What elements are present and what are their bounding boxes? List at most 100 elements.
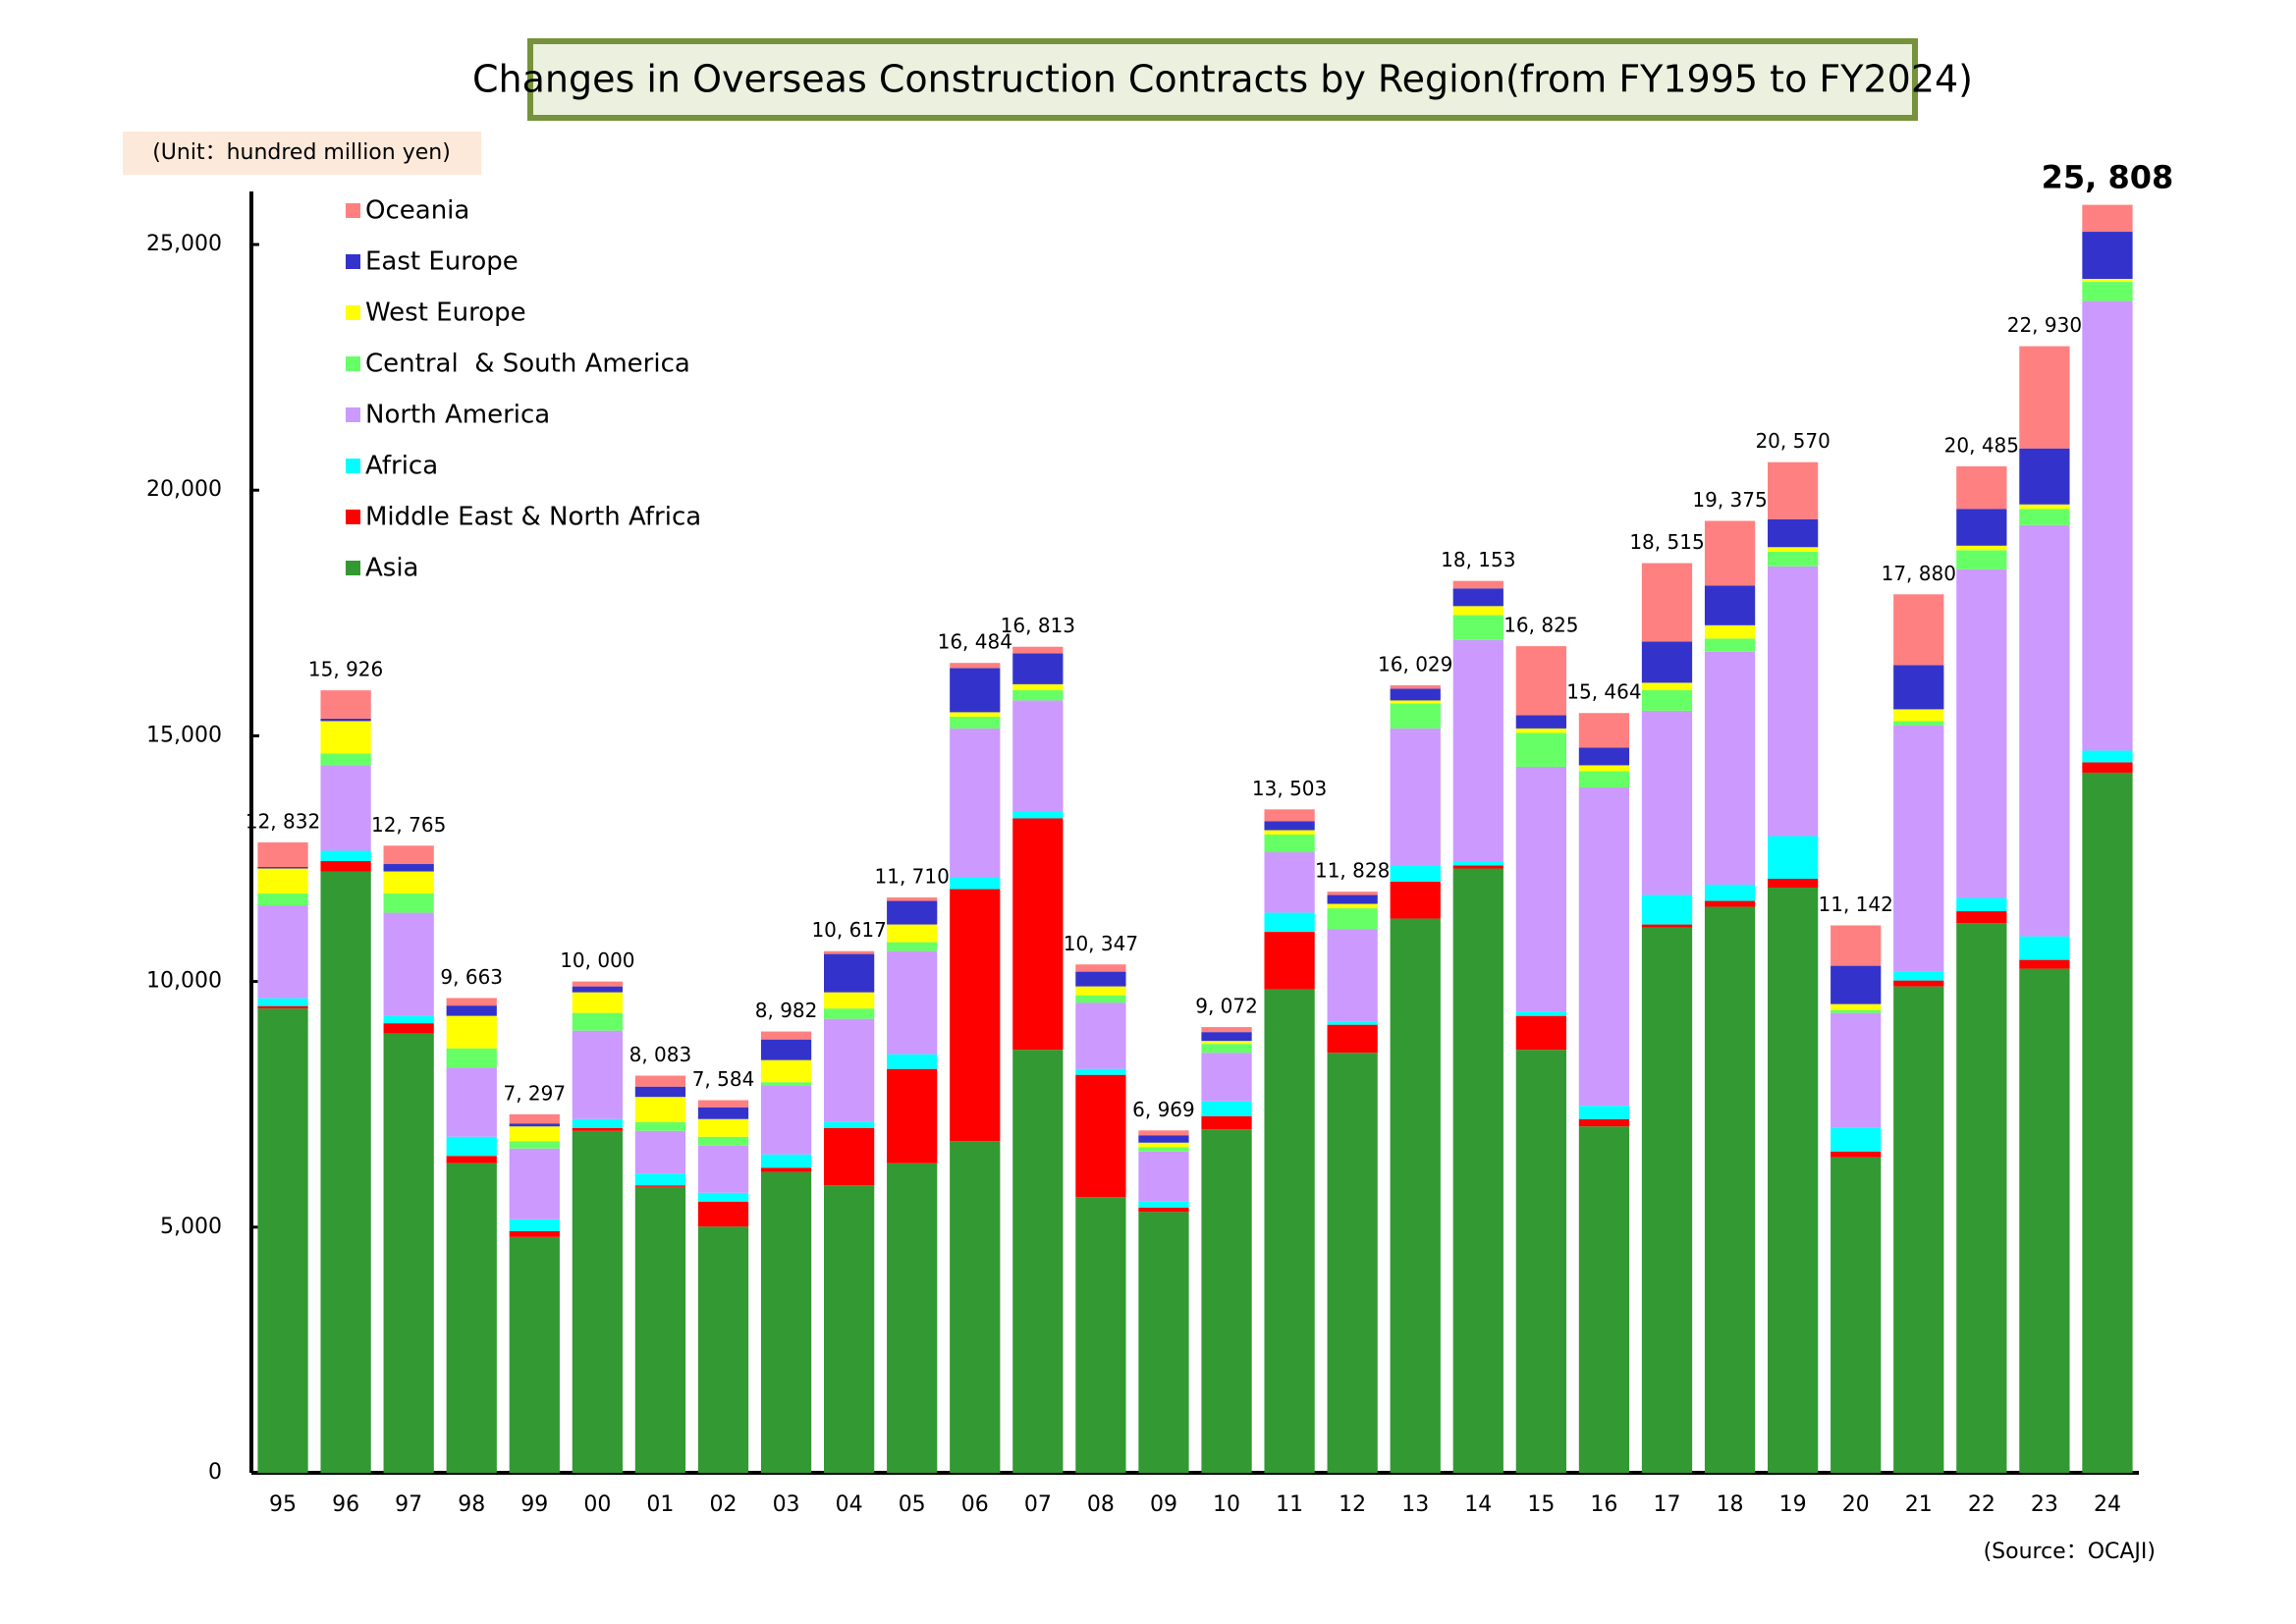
total-label: 9, 663 [440, 965, 503, 989]
bar-segment [1390, 728, 1441, 866]
total-label: 16, 825 [1503, 614, 1578, 637]
bar-segment [1831, 1127, 1882, 1152]
bar-segment [446, 1067, 497, 1137]
x-tick-label: 22 [1968, 1492, 1995, 1517]
bar-segment [1327, 929, 1378, 1022]
legend-swatch [346, 561, 360, 575]
bar-segment [1390, 918, 1441, 1473]
bar-segment [1578, 765, 1630, 772]
bar-segment [634, 1086, 686, 1098]
total-label: 15, 464 [1566, 680, 1641, 704]
bar-segment [383, 893, 434, 913]
bar-segment [887, 924, 938, 943]
bar-segment [446, 1048, 497, 1068]
bar-segment [1138, 1201, 1189, 1208]
bar-segment [1515, 1015, 1566, 1051]
x-tick-label: 21 [1905, 1492, 1933, 1517]
bar-segment [257, 841, 308, 868]
bar-segment [2082, 750, 2133, 763]
bar-segment [1956, 465, 2007, 510]
bar-segment [1327, 892, 1378, 895]
bar-segment [1831, 1009, 1882, 1013]
bar-segment [257, 867, 308, 869]
bar-segment [572, 1130, 623, 1473]
bar-segment [824, 1127, 875, 1186]
x-tick-label: 08 [1087, 1492, 1115, 1517]
bar-segment [824, 953, 875, 993]
bar-segment [1893, 986, 1944, 1473]
bar-segment [887, 1163, 938, 1473]
bar-segment [1264, 835, 1315, 853]
total-label: 16, 029 [1378, 652, 1452, 676]
bar-segment [509, 1141, 560, 1149]
bar-segment [1452, 865, 1503, 869]
legend-label: West Europe [365, 298, 526, 328]
x-tick-label: 96 [332, 1492, 359, 1517]
bar-segment [1704, 638, 1756, 652]
bar-segment [1012, 689, 1064, 701]
bar-segment [887, 950, 938, 1055]
bar-segment [257, 893, 308, 906]
bar-segment [1641, 682, 1693, 690]
bar-segment [1704, 885, 1756, 901]
bar-segment [1768, 547, 1819, 552]
bar-segment [1327, 1021, 1378, 1025]
bar-segment [824, 1121, 875, 1128]
x-tick-label: 07 [1024, 1492, 1052, 1517]
bar-segment [1956, 568, 2007, 898]
bar-segment [950, 1141, 1001, 1473]
bar-segment [1893, 721, 1944, 726]
bar-segment [824, 1185, 875, 1473]
bar-segment [760, 1082, 812, 1086]
bar-segment [1578, 1126, 1630, 1473]
legend-label: Asia [365, 554, 419, 583]
x-tick-label: 95 [269, 1492, 297, 1517]
bar-segment [950, 889, 1001, 1142]
bar-segment [1641, 563, 1693, 642]
x-tick-label: 12 [1339, 1492, 1366, 1517]
bar-segment [697, 1100, 749, 1108]
x-tick-label: 99 [520, 1492, 548, 1517]
bar-segment [1075, 986, 1126, 996]
total-label: 12, 832 [246, 809, 320, 833]
bar-segment [1452, 861, 1503, 866]
bar-segment [1201, 1032, 1252, 1042]
bar-segment [760, 1085, 812, 1155]
bar-segment [824, 950, 875, 954]
bar-segment [1452, 606, 1503, 616]
bar-segment [1831, 965, 1882, 1004]
bar-segment [1768, 518, 1819, 548]
bar-segment [1327, 908, 1378, 930]
total-label: 10, 000 [560, 948, 634, 972]
bar-segment [950, 877, 1001, 890]
bar-segment [2019, 509, 2070, 525]
bar-segment [2019, 448, 2070, 505]
total-label: 25, 808 [2042, 159, 2174, 196]
bar-segment [383, 912, 434, 1016]
bar-segment [257, 998, 308, 1006]
bar-segment [1452, 639, 1503, 862]
unit-label: (Unit：hundred million yen) [152, 140, 451, 165]
x-tick-label: 98 [458, 1492, 485, 1517]
bar-segment [320, 871, 371, 1473]
bar-segment [1956, 545, 2007, 551]
bar-segment [1831, 1003, 1882, 1010]
bar-segment [1831, 925, 1882, 966]
bar-segment [2019, 959, 2070, 969]
bar-segment [320, 765, 371, 851]
bar-segment [572, 986, 623, 993]
bar-segment [1578, 747, 1630, 766]
bar-segment [1768, 879, 1819, 889]
legend-label: Africa [365, 452, 438, 481]
bar-segment [320, 861, 371, 872]
bar-segment [1831, 1012, 1882, 1128]
x-tick-label: 15 [1527, 1492, 1555, 1517]
bar-segment [509, 1113, 560, 1124]
bar-segment [1956, 509, 2007, 546]
total-label: 16, 813 [1001, 614, 1075, 637]
bar-segment [950, 716, 1001, 729]
bar-segment [509, 1230, 560, 1237]
bar-segment [1641, 710, 1693, 895]
bar-segment [572, 992, 623, 1013]
